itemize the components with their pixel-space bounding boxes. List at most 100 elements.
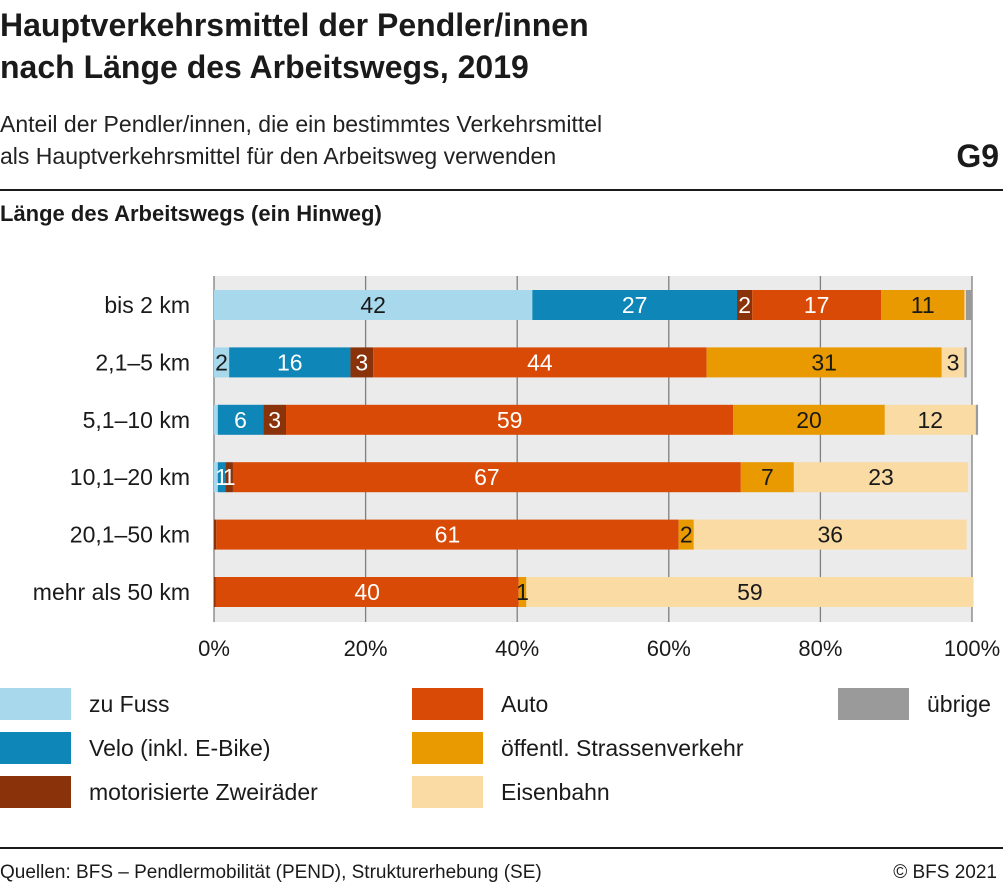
legend-label: Eisenbahn (501, 779, 610, 805)
bar-segment (214, 290, 533, 320)
bar-segment (215, 577, 519, 607)
bar-segment (216, 519, 679, 550)
bar-segment (526, 577, 974, 607)
bar-segment (518, 577, 527, 607)
legend-label: Auto (501, 691, 549, 717)
bar-segment (373, 347, 707, 378)
data-label: 3 (355, 349, 368, 375)
gridlines (213, 276, 973, 622)
data-label: 2 (215, 349, 228, 375)
chart-title-line-1: Hauptverkehrsmittel der Pendler/innen (0, 7, 589, 43)
bar-segment (214, 347, 230, 378)
category-label: 10,1–20 km (70, 464, 190, 490)
data-label: 27 (622, 292, 648, 318)
legend-swatch (0, 732, 71, 764)
category-label: mehr als 50 km (33, 579, 190, 605)
bar-segment (884, 404, 976, 435)
data-label: 44 (527, 349, 553, 375)
bar-segment (693, 519, 967, 550)
legend-item: Eisenbahn (412, 776, 610, 808)
legend-swatch (0, 776, 71, 808)
x-tick-labels: 0% 20% 40% 60% 80% 100% (198, 636, 1000, 661)
data-label: 2 (738, 292, 751, 318)
x-tick-label: 0% (198, 636, 230, 661)
data-label: 6 (234, 407, 247, 433)
bar-segment (214, 404, 218, 435)
chart-title: Hauptverkehrsmittel der Pendler/innen na… (0, 4, 930, 88)
footer-divider (0, 847, 1003, 849)
figure-id: G9 (956, 138, 999, 174)
data-label: 59 (497, 407, 523, 433)
data-label: 1 (516, 579, 529, 605)
bar-segment (733, 404, 885, 435)
data-label: 17 (804, 292, 830, 318)
chart-subtitle: Anteil der Pendler/innen, die ein bestim… (0, 108, 900, 172)
data-label: 11 (911, 292, 935, 318)
data-label: 1 (223, 464, 236, 490)
y-axis-caption: Länge des Arbeitswegs (ein Hinweg) (0, 201, 382, 226)
header-divider (0, 189, 1003, 191)
bar-segment (941, 347, 965, 378)
bar-segment (214, 577, 216, 607)
bar-segment (740, 462, 794, 493)
bar-segment (964, 347, 967, 378)
legend-item: übrige (838, 688, 991, 720)
data-label: 12 (918, 407, 944, 433)
data-label: 3 (947, 349, 960, 375)
x-tick-label: 60% (647, 636, 691, 661)
legend-label: motorisierte Zweiräder (89, 779, 318, 805)
legend-swatch (412, 732, 483, 764)
bar-segment (532, 290, 738, 320)
legend-swatch (0, 688, 71, 720)
bar-segment (350, 347, 374, 378)
bar-segment (263, 404, 287, 435)
category-labels: bis 2 km 2,1–5 km 5,1–10 km 10,1–20 km 20,1–… (33, 292, 190, 605)
category-label: 2,1–5 km (95, 349, 190, 375)
data-label: 36 (817, 522, 843, 548)
plot-background (214, 276, 972, 622)
chart-subtitle-line-2: als Hauptverkehrsmittel für den Arbeitsw… (0, 143, 557, 169)
data-label: 20 (796, 407, 822, 433)
legend-item: öffentl. Strassenverkehr (412, 732, 743, 764)
legend-item: Velo (inkl. E-Bike) (0, 732, 271, 764)
bar-segment (225, 462, 233, 493)
legend-label: zu Fuss (89, 691, 170, 717)
bar-segment (706, 347, 942, 378)
bar-segment (793, 462, 969, 493)
legend-label: Velo (inkl. E-Bike) (89, 735, 271, 761)
legend-item: zu Fuss (0, 688, 170, 720)
category-label: 5,1–10 km (83, 407, 190, 433)
x-tick-label: 40% (495, 636, 539, 661)
legend-label: übrige (927, 691, 991, 717)
data-label: 16 (277, 349, 303, 375)
data-label: 61 (435, 522, 461, 548)
category-label: bis 2 km (104, 292, 190, 318)
bar-segments (214, 290, 979, 607)
bar-segment (217, 462, 226, 493)
bar-segment (965, 290, 972, 320)
data-label: 1 (215, 464, 228, 490)
bar-segment (229, 347, 351, 378)
x-tick-label: 20% (344, 636, 388, 661)
bar-segment (678, 519, 694, 550)
legend-swatch (412, 776, 483, 808)
x-tick-label: 100% (944, 636, 1000, 661)
bar-segment (752, 290, 882, 320)
legend-swatch (838, 688, 909, 720)
data-label: 59 (737, 579, 763, 605)
copyright-note: © BFS 2021 (893, 862, 997, 883)
x-tick-label: 80% (798, 636, 842, 661)
bar-segment (737, 290, 753, 320)
data-label: 3 (268, 407, 281, 433)
legend-item: motorisierte Zweiräder (0, 776, 318, 808)
data-label: 2 (680, 522, 693, 548)
data-label: 67 (474, 464, 500, 490)
bar-segment (214, 519, 217, 550)
legend-swatch (412, 688, 483, 720)
bar-segment (232, 462, 741, 493)
data-label: 7 (761, 464, 774, 490)
bar-segment (964, 290, 966, 320)
chart-title-line-2: nach Länge des Arbeitswegs, 2019 (0, 49, 529, 85)
